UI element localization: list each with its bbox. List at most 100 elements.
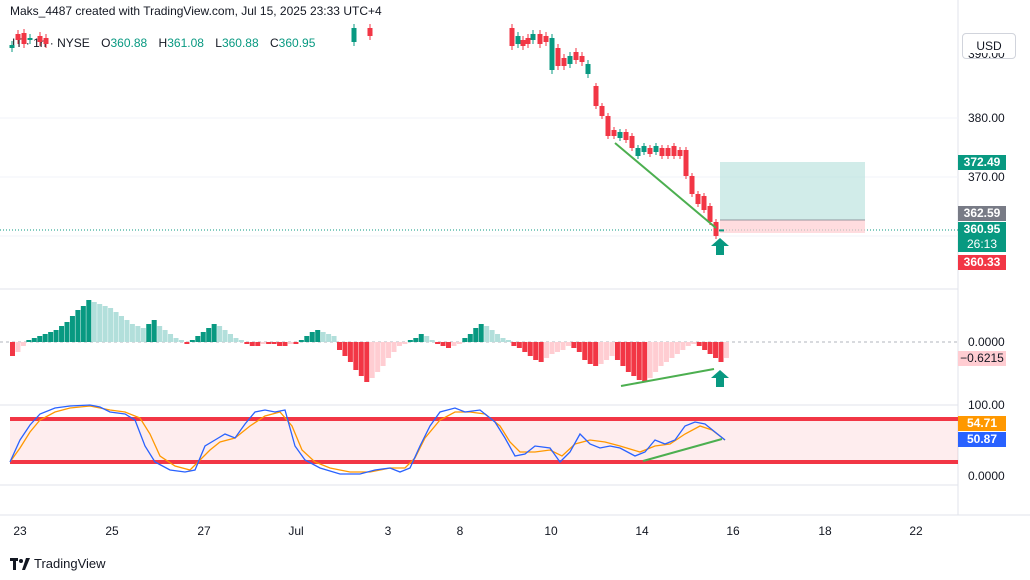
macd-bar bbox=[151, 320, 157, 342]
macd-value-badge: −0.6215 bbox=[958, 351, 1006, 366]
macd-bar bbox=[500, 338, 506, 342]
macd-bar bbox=[473, 328, 479, 342]
macd-bar bbox=[451, 342, 457, 346]
macd-bar bbox=[522, 342, 528, 352]
macd-bar bbox=[582, 342, 588, 360]
currency-button[interactable]: USD bbox=[962, 33, 1016, 59]
macd-bar bbox=[337, 342, 342, 350]
price-divergence-line bbox=[614, 142, 717, 229]
x-tick-label: 27 bbox=[197, 524, 211, 538]
candle bbox=[629, 133, 635, 151]
macd-bar bbox=[342, 342, 348, 356]
macd-bar bbox=[157, 326, 163, 342]
candle bbox=[707, 203, 713, 225]
macd-bar bbox=[331, 336, 337, 342]
macd-bar bbox=[206, 328, 212, 342]
macd-bar bbox=[614, 342, 620, 360]
candle bbox=[653, 143, 659, 155]
macd-bar bbox=[505, 340, 511, 342]
macd-bar bbox=[31, 338, 37, 342]
macd-bar bbox=[162, 330, 168, 342]
macd-bar bbox=[309, 332, 315, 342]
x-tick-label: 3 bbox=[384, 524, 392, 538]
macd-bar bbox=[664, 342, 669, 362]
candle bbox=[623, 129, 629, 143]
macd-bar bbox=[429, 340, 435, 342]
macd-bar bbox=[217, 326, 223, 342]
macd-bar bbox=[625, 342, 631, 372]
macd-bar bbox=[15, 342, 21, 352]
price-axis-380: 380.00 bbox=[968, 111, 1005, 125]
macd-bar bbox=[369, 342, 375, 378]
macd-bar bbox=[658, 342, 664, 366]
candle bbox=[599, 103, 605, 119]
macd-bar bbox=[42, 334, 48, 342]
x-tick-label: 14 bbox=[635, 524, 649, 538]
candle bbox=[37, 32, 43, 46]
macd-bar bbox=[353, 342, 359, 370]
candle bbox=[525, 34, 531, 48]
macd-bar bbox=[168, 334, 174, 342]
macd-bar bbox=[674, 342, 680, 354]
candle bbox=[43, 34, 49, 48]
macd-bar bbox=[484, 326, 490, 342]
macd-bar bbox=[489, 330, 495, 342]
macd-bar bbox=[233, 338, 239, 342]
macd-bar bbox=[184, 342, 190, 344]
profit-zone bbox=[720, 162, 865, 220]
macd-bar bbox=[178, 340, 184, 342]
stoch-k-badge: 54.71 bbox=[958, 416, 1006, 431]
macd-arrow-icon bbox=[711, 370, 729, 387]
buy-arrow-icon bbox=[711, 238, 729, 255]
candle bbox=[647, 145, 653, 157]
macd-bar bbox=[696, 342, 702, 346]
candle bbox=[530, 30, 536, 44]
macd-bar bbox=[249, 342, 255, 346]
macd-bar bbox=[702, 342, 708, 350]
macd-bar bbox=[516, 342, 522, 348]
candle bbox=[27, 34, 33, 44]
macd-bar bbox=[20, 342, 26, 346]
macd-bar bbox=[533, 342, 539, 360]
candle bbox=[635, 145, 641, 159]
macd-bar bbox=[10, 342, 15, 356]
candle bbox=[549, 34, 555, 74]
macd-bar bbox=[282, 342, 288, 346]
macd-bar bbox=[538, 342, 544, 362]
macd-bar bbox=[108, 308, 114, 342]
candle bbox=[15, 30, 21, 44]
macd-bar bbox=[364, 342, 370, 382]
macd-bar bbox=[669, 342, 675, 358]
macd-bar bbox=[287, 342, 293, 344]
macd-bar bbox=[266, 342, 272, 344]
x-tick-label: 25 bbox=[105, 524, 119, 538]
tradingview-brand[interactable]: TradingView bbox=[10, 556, 106, 571]
macd-bar bbox=[102, 306, 108, 342]
candle bbox=[695, 191, 701, 207]
macd-bar bbox=[391, 342, 397, 352]
macd-bar bbox=[75, 310, 81, 342]
candle bbox=[611, 127, 617, 139]
macd-bar bbox=[140, 328, 146, 342]
macd-bar bbox=[80, 306, 86, 342]
candle bbox=[9, 41, 15, 52]
macd-divergence-line bbox=[620, 368, 715, 387]
macd-bar bbox=[358, 342, 364, 376]
candle bbox=[641, 143, 647, 155]
price-axis-370: 370.00 bbox=[968, 170, 1005, 184]
macd-bar bbox=[375, 342, 381, 372]
candle bbox=[671, 143, 677, 159]
macd-bar bbox=[565, 342, 571, 346]
macd-bar bbox=[320, 332, 326, 342]
macd-bar bbox=[124, 320, 130, 342]
candle bbox=[367, 24, 373, 40]
macd-bar bbox=[37, 336, 43, 342]
stoch-lower-label: 0.0000 bbox=[968, 469, 1005, 483]
macd-bar bbox=[135, 326, 141, 342]
macd-bar bbox=[707, 342, 713, 354]
macd-bar bbox=[48, 332, 54, 342]
entry-price-badge: 362.59 bbox=[958, 206, 1006, 221]
price-candles bbox=[9, 24, 724, 239]
candle bbox=[683, 147, 689, 179]
